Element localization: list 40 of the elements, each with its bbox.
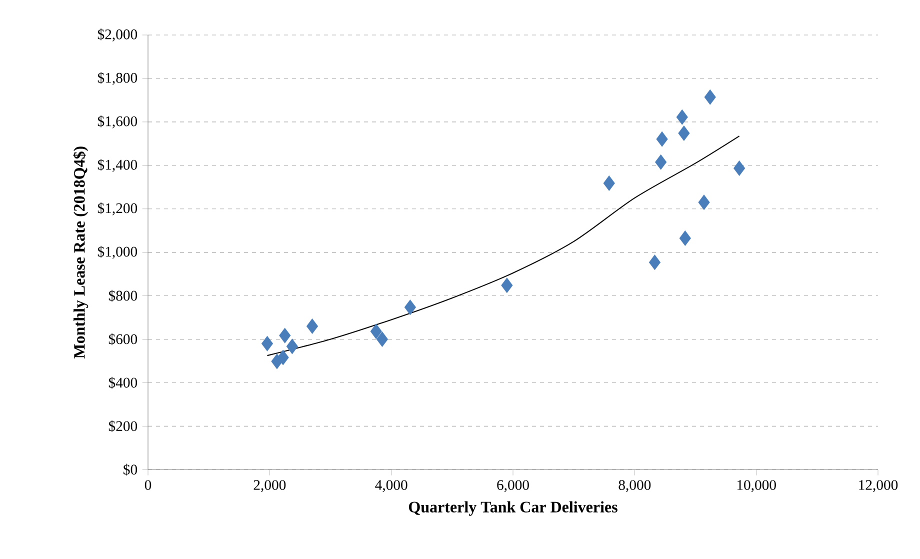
- point: [261, 336, 274, 352]
- y-tick-label: $0: [124, 464, 138, 476]
- point: [655, 154, 667, 170]
- point: [277, 350, 289, 366]
- y-tick-label: $1,000: [98, 246, 138, 259]
- point: [370, 324, 382, 340]
- y-tick-label: $2,000: [98, 28, 138, 42]
- y-tick-label: $800: [108, 290, 138, 302]
- point: [376, 332, 388, 347]
- point: [698, 194, 710, 210]
- x-tick-label: 2,000: [254, 480, 286, 492]
- point: [286, 338, 298, 354]
- point: [404, 300, 416, 315]
- y-tick-label: $1,600: [98, 115, 138, 128]
- point: [704, 90, 716, 105]
- point: [678, 126, 690, 141]
- x-tick-label: 4,000: [375, 480, 408, 492]
- point: [656, 131, 668, 147]
- x-tick-label: 0: [144, 480, 152, 490]
- y-tick-label: $200: [108, 420, 138, 432]
- point: [679, 230, 691, 246]
- point: [648, 254, 661, 270]
- x-tick-label: 10,000: [737, 480, 776, 492]
- x-axis-title: Quarterly Tank Car Deliveries: [408, 501, 618, 516]
- x-tick-label: 8,000: [618, 480, 651, 492]
- point: [306, 318, 318, 334]
- point: [676, 110, 688, 125]
- point: [603, 176, 615, 191]
- y-tick-label: $1,400: [98, 158, 138, 172]
- line-series: [266, 136, 740, 356]
- x-tick-label: 12,000: [859, 480, 898, 492]
- y-tick-label: $400: [108, 376, 138, 389]
- y-tick-label: $600: [108, 333, 138, 346]
- x-tick-label: 6,000: [497, 480, 529, 492]
- point: [734, 160, 746, 176]
- point: [279, 328, 291, 344]
- y-tick-label: $1,200: [98, 202, 138, 216]
- y-axis-title: Monthly Lease Rate (2018Q4$): [73, 146, 88, 358]
- point: [501, 278, 513, 293]
- y-tick-label: $1,800: [98, 72, 138, 85]
